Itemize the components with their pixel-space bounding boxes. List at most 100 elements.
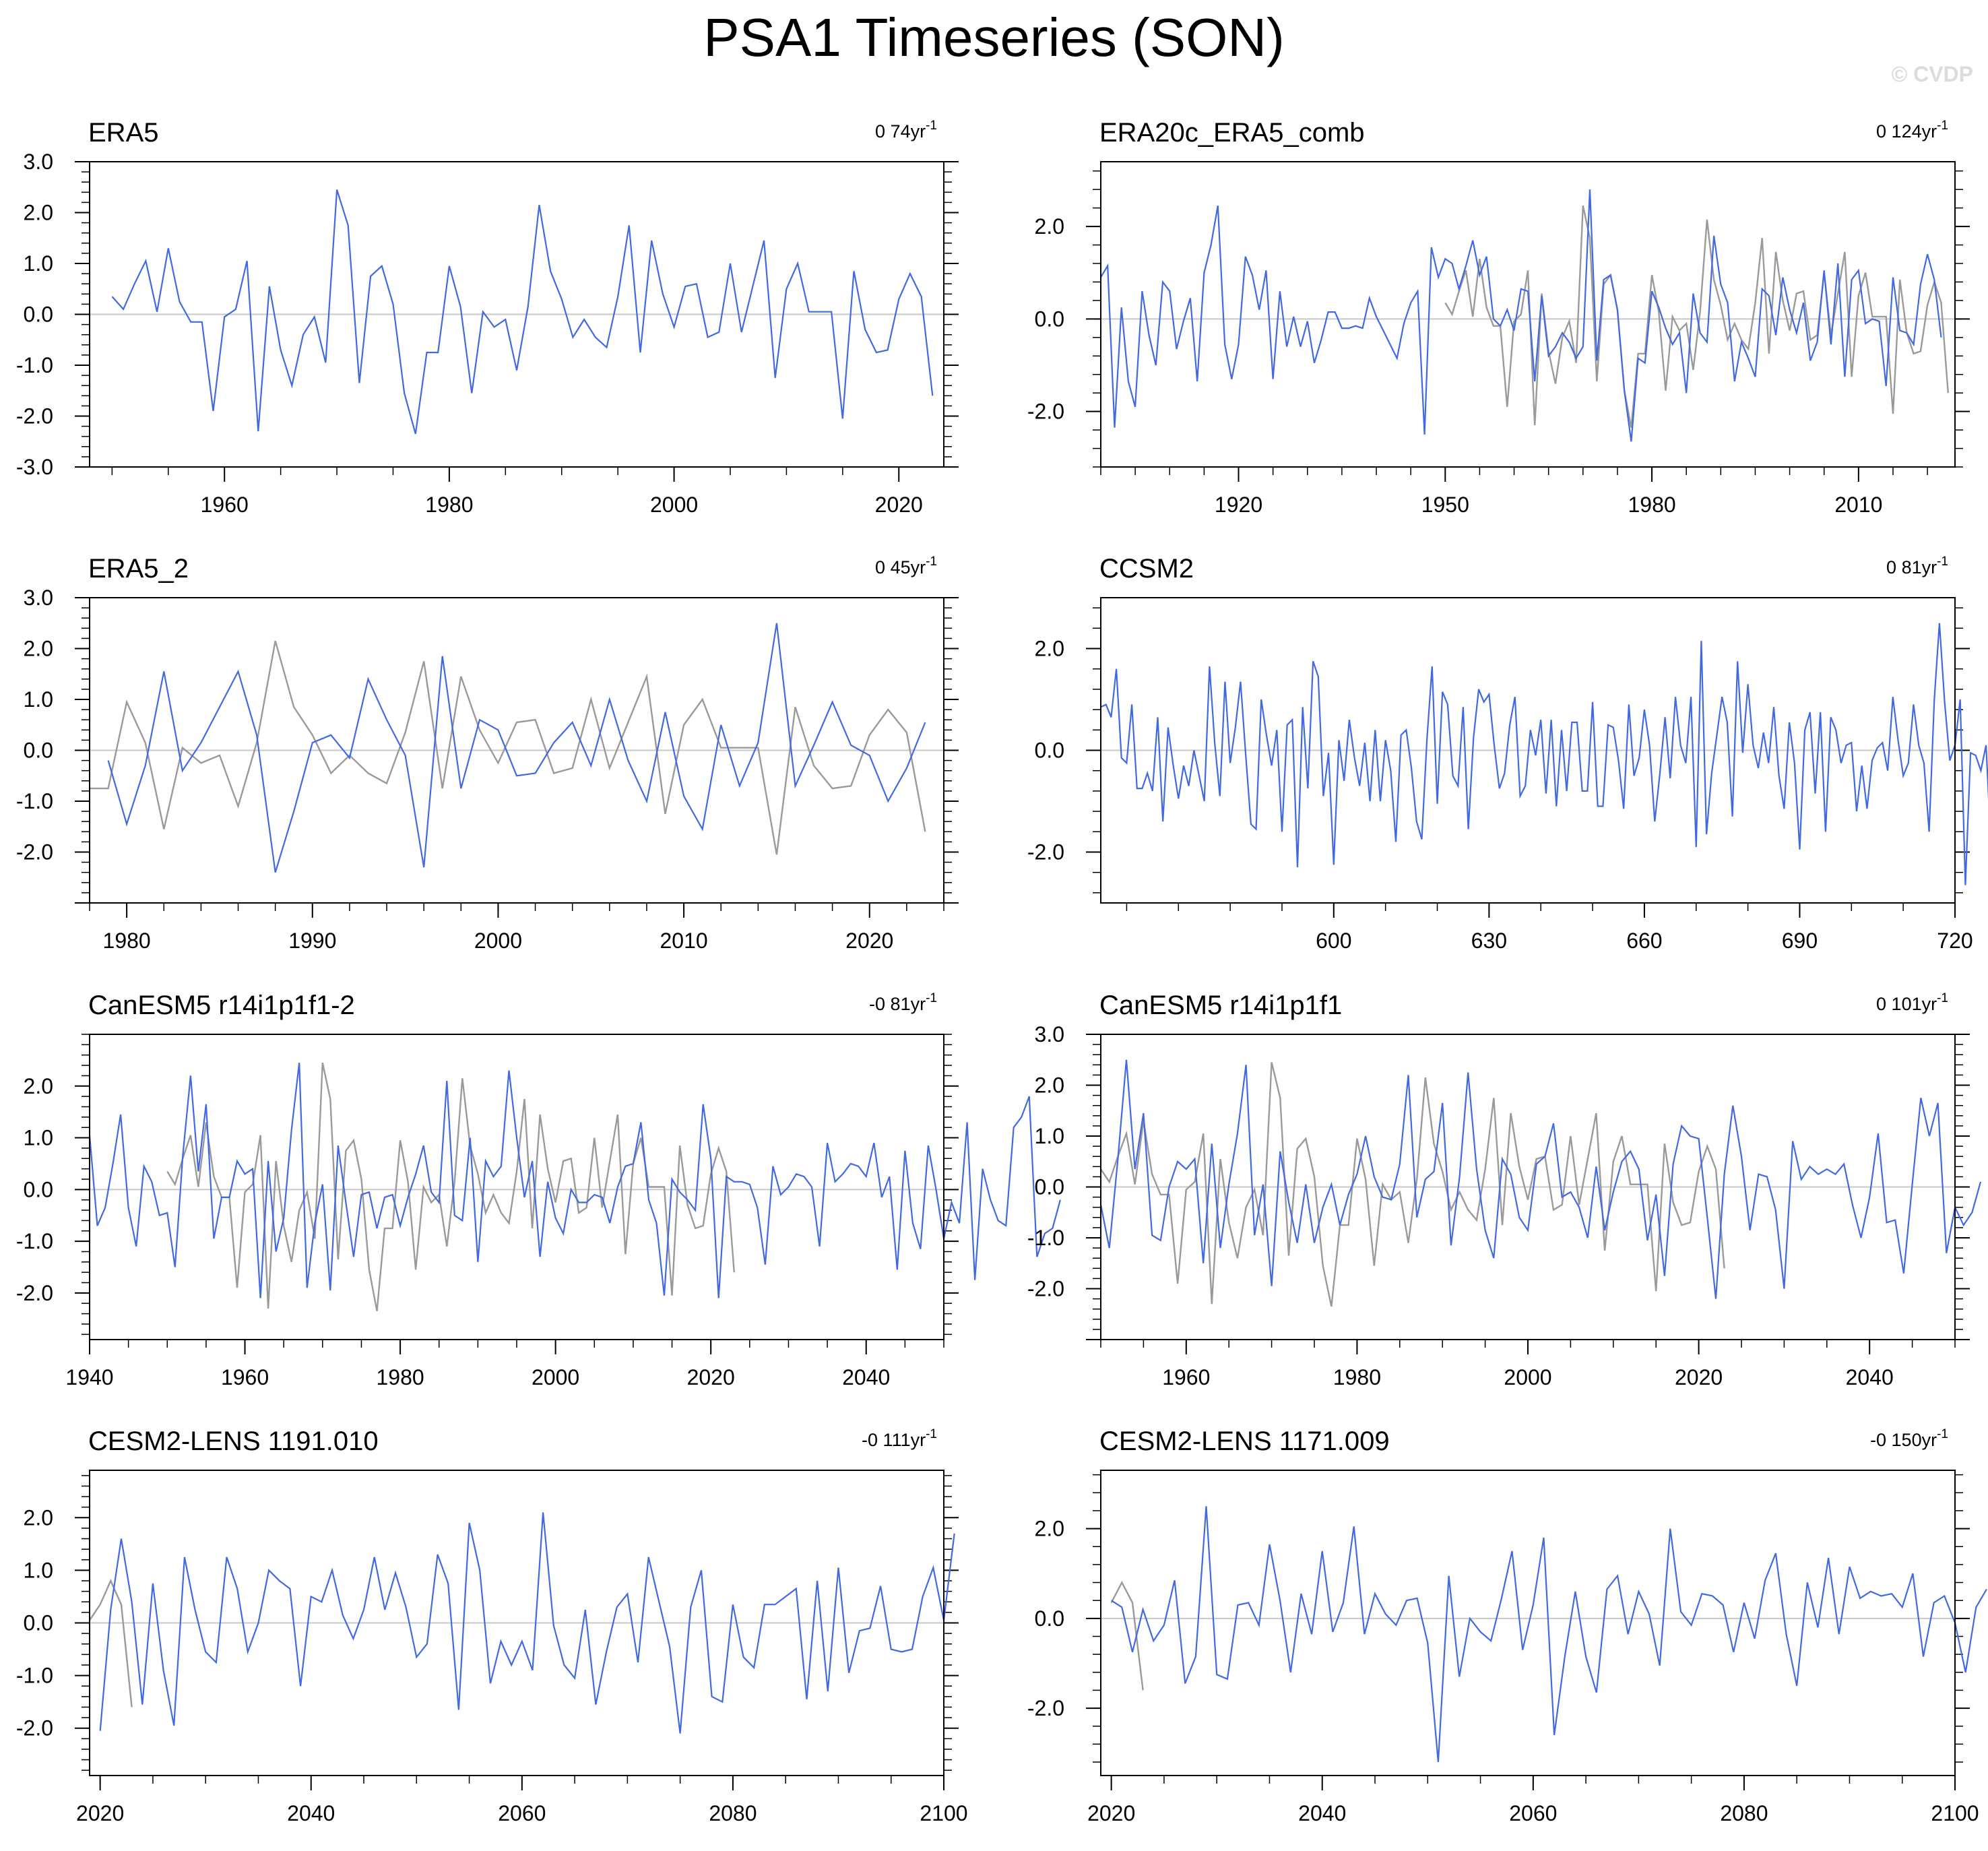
trend-label: 0 45yr-1	[875, 555, 937, 577]
plot-frame	[1100, 1470, 1956, 1776]
x-tick-label: 2020	[845, 929, 893, 953]
reference-series-line	[166, 1062, 735, 1312]
panel-title: CCSM2	[1099, 554, 1194, 584]
y-tick-label: -2.0	[1027, 840, 1064, 865]
chart-panel: CESM2-LENS 1191.010 -0 111yr-1 -2.0 -1.0 0.0…	[16, 1426, 968, 1825]
x-tick-label: 600	[1316, 929, 1351, 953]
plot-frame	[89, 597, 944, 904]
x-tick-label: 1940	[65, 1365, 113, 1389]
series-line	[1100, 189, 1942, 442]
series-line	[1111, 1506, 1987, 1763]
x-tick-label: 1950	[1421, 493, 1469, 517]
y-tick-label: -1.0	[16, 1229, 53, 1253]
x-tick-label: 2000	[1504, 1365, 1551, 1389]
watermark: © CVDP	[1891, 62, 1973, 86]
y-tick-label: 2.0	[24, 201, 53, 225]
x-tick-label: 2080	[1720, 1801, 1768, 1825]
x-tick-label: 2000	[532, 1365, 579, 1389]
x-tick-label: 2040	[1846, 1365, 1894, 1389]
x-tick-label: 720	[1937, 929, 1973, 953]
trend-label: -0 111yr-1	[862, 1427, 937, 1450]
x-tick-label: 2080	[709, 1801, 757, 1825]
series-line	[107, 623, 926, 873]
trend-superscript: -1	[926, 991, 937, 1005]
trend-superscript: -1	[1937, 1427, 1948, 1441]
x-tick-label: 2060	[1509, 1801, 1557, 1825]
reference-series-line	[1110, 1580, 1144, 1691]
series-line	[99, 1512, 955, 1734]
panel-title: CESM2-LENS 1171.009	[1099, 1426, 1390, 1456]
x-tick-label: 1990	[288, 929, 336, 953]
y-tick-label: 2.0	[1035, 1517, 1064, 1541]
trend-label: 0 124yr-1	[1876, 119, 1948, 142]
y-tick-label: 1.0	[24, 687, 53, 712]
x-tick-label: 2040	[287, 1801, 335, 1825]
reference-series-line	[1444, 205, 1949, 428]
y-tick-label: 1.0	[24, 1126, 53, 1150]
page-title: PSA1 Timeseries (SON)	[703, 7, 1285, 67]
y-tick-label: 2.0	[24, 1505, 53, 1530]
y-tick-label: 0.0	[1035, 1606, 1064, 1631]
x-tick-label: 1980	[376, 1365, 424, 1389]
y-tick-label: -2.0	[1027, 400, 1064, 424]
series-line	[1099, 1059, 1982, 1299]
series-line	[88, 1063, 1061, 1298]
x-tick-label: 2040	[842, 1365, 890, 1389]
chart-panel: CanESM5 r14i1p1f1 0 101yr-1 -2.0 -1.0 0.0 1.0…	[1027, 991, 1982, 1389]
x-tick-label: 2020	[687, 1365, 735, 1389]
trend-label: 0 101yr-1	[1876, 991, 1948, 1014]
chart-panel: CCSM2 0 81yr-1 -2.0 0.0 2.0 600 630 660 690 720	[1027, 554, 1988, 953]
panel-title: CanESM5 r14i1p1f1-2	[88, 991, 355, 1020]
x-tick-label: 690	[1782, 929, 1818, 953]
chart-panel: ERA5_2 0 45yr-1 -2.0 -1.0 0.0 1.0 2.0 3.0 1980 19…	[16, 554, 959, 953]
y-tick-label: 3.0	[24, 586, 53, 610]
series-line	[1100, 623, 1988, 885]
y-tick-label: 3.0	[24, 150, 53, 174]
x-tick-label: 2000	[650, 493, 698, 517]
trend-label: -0 150yr-1	[1870, 1427, 1948, 1450]
y-tick-label: 2.0	[24, 1074, 53, 1098]
y-tick-label: 0.0	[1035, 1175, 1064, 1199]
x-tick-label: 2060	[498, 1801, 546, 1825]
panel-title: ERA5_2	[88, 554, 189, 584]
reference-series-line	[89, 1579, 133, 1707]
plot-frame	[89, 161, 944, 468]
y-tick-label: -2.0	[1027, 1696, 1064, 1720]
x-tick-label: 2000	[474, 929, 522, 953]
y-tick-label: 0.0	[24, 303, 53, 327]
y-tick-label: -2.0	[16, 1716, 53, 1740]
y-tick-label: 1.0	[24, 251, 53, 276]
series-line	[111, 189, 934, 435]
x-tick-label: 1980	[103, 929, 151, 953]
x-tick-label: 1920	[1215, 493, 1262, 517]
trend-label: -0 81yr-1	[869, 991, 937, 1014]
x-tick-label: 2100	[920, 1801, 967, 1825]
y-tick-label: -1.0	[1027, 1226, 1064, 1250]
plot-frame	[1100, 161, 1956, 468]
y-tick-label: 2.0	[1035, 214, 1064, 239]
y-tick-label: 2.0	[24, 637, 53, 661]
y-tick-label: 0.0	[1035, 739, 1064, 763]
y-tick-label: -3.0	[16, 455, 53, 479]
x-tick-label: 2020	[76, 1801, 124, 1825]
plot-frame	[1100, 597, 1956, 904]
panel-title: ERA5	[88, 118, 159, 148]
x-tick-label: 630	[1471, 929, 1507, 953]
x-tick-label: 1980	[1333, 1365, 1381, 1389]
chart-panel: CESM2-LENS 1171.009 -0 150yr-1 -2.0 0.0 2.0 2…	[1027, 1426, 1987, 1825]
y-tick-label: -1.0	[16, 353, 53, 377]
plot-frame	[89, 1470, 944, 1776]
reference-series-line	[90, 640, 926, 855]
y-tick-label: 0.0	[1035, 307, 1064, 331]
y-tick-label: 1.0	[24, 1558, 53, 1582]
y-tick-label: -2.0	[16, 1281, 53, 1305]
panel-title: ERA20c_ERA5_comb	[1099, 118, 1365, 148]
y-tick-label: 2.0	[1035, 1073, 1064, 1098]
chart-panel: ERA5 0 74yr-1 -3.0 -2.0 -1.0 0.0 1.0 2.0 3.0 1960…	[16, 118, 959, 517]
reference-series-line	[1100, 1062, 1725, 1307]
trend-superscript: -1	[1937, 991, 1948, 1005]
plot-frame	[1100, 1034, 1956, 1340]
x-tick-label: 1960	[221, 1365, 269, 1389]
x-tick-label: 1980	[1628, 493, 1675, 517]
x-tick-label: 1960	[1162, 1365, 1210, 1389]
